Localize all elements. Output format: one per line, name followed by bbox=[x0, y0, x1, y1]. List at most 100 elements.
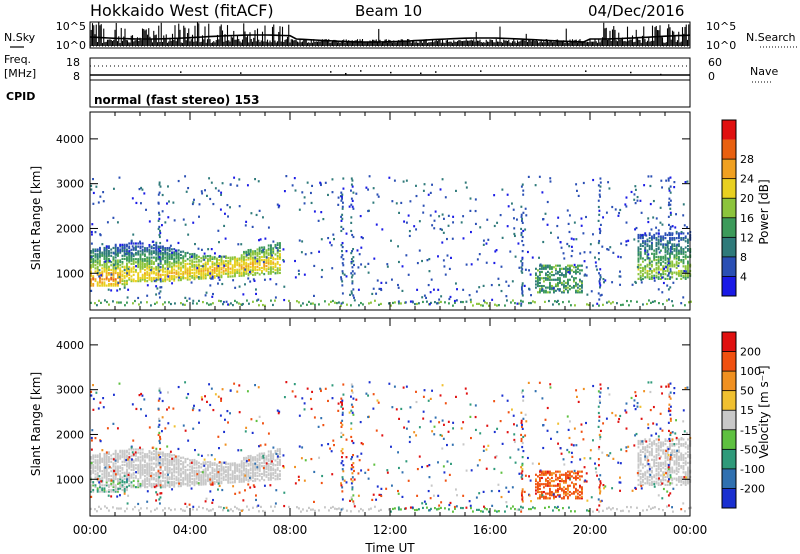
power-cell bbox=[644, 252, 647, 255]
power-cell bbox=[207, 258, 209, 261]
velocity-cell bbox=[182, 456, 185, 459]
power-cell bbox=[557, 272, 559, 275]
power-cell bbox=[94, 253, 97, 256]
power-cell bbox=[245, 272, 248, 275]
velocity-cell bbox=[648, 446, 651, 449]
power-cell bbox=[240, 260, 243, 263]
power-cell bbox=[211, 273, 214, 276]
velocity-cell bbox=[189, 484, 191, 487]
velocity-cell bbox=[256, 459, 259, 462]
power-cell bbox=[575, 284, 577, 288]
power-cell bbox=[404, 301, 407, 304]
power-cell bbox=[352, 288, 355, 291]
velocity-cell bbox=[164, 457, 167, 461]
power-cell bbox=[244, 268, 247, 271]
velocity-cell bbox=[126, 471, 128, 474]
power-cell bbox=[101, 264, 104, 267]
velocity-cell bbox=[144, 482, 146, 486]
velocity-cell bbox=[678, 455, 680, 458]
velocity-cell bbox=[153, 484, 155, 487]
velocity-cell bbox=[157, 479, 160, 482]
velocity-cell bbox=[175, 466, 178, 469]
power-cell bbox=[231, 267, 234, 270]
velocity-cell bbox=[648, 452, 651, 455]
power-cell bbox=[549, 288, 551, 291]
velocity-cell bbox=[236, 463, 239, 466]
velocity-cell bbox=[137, 486, 140, 489]
power-cell bbox=[682, 252, 685, 255]
power-cell bbox=[599, 181, 602, 184]
velocity-cell bbox=[274, 464, 277, 467]
power-cell bbox=[575, 269, 577, 272]
power-cell bbox=[146, 261, 149, 264]
power-cell bbox=[642, 237, 644, 240]
power-cell bbox=[99, 246, 101, 250]
velocity-cell bbox=[137, 456, 140, 459]
velocity-cell bbox=[660, 469, 662, 472]
velocity-cell bbox=[669, 477, 671, 480]
power-cell bbox=[509, 250, 512, 253]
velocity-cell bbox=[153, 467, 155, 470]
velocity-cell bbox=[195, 461, 198, 465]
power-cell bbox=[311, 184, 314, 188]
power-cell bbox=[141, 258, 144, 261]
velocity-cell bbox=[274, 475, 277, 478]
power-cell bbox=[551, 288, 553, 291]
power-cell bbox=[620, 242, 623, 245]
velocity-cell bbox=[258, 466, 261, 469]
power-cell bbox=[576, 189, 578, 192]
power-cell bbox=[267, 272, 270, 275]
power-cell bbox=[407, 214, 410, 217]
power-cell bbox=[487, 238, 490, 241]
velocity-cell bbox=[186, 468, 189, 471]
power-cell bbox=[193, 268, 196, 271]
velocity-cell bbox=[126, 465, 128, 468]
power-cell bbox=[98, 299, 100, 302]
velocity-cell bbox=[651, 471, 653, 474]
power-cell bbox=[182, 261, 185, 264]
power-cell bbox=[153, 261, 155, 264]
power-cell bbox=[99, 251, 101, 254]
velocity-cell bbox=[141, 454, 144, 457]
velocity-cell bbox=[653, 475, 656, 479]
power-cell bbox=[569, 284, 571, 288]
power-cell bbox=[668, 272, 670, 275]
power-cell bbox=[642, 260, 644, 263]
velocity-cell bbox=[171, 460, 173, 463]
power-cell bbox=[678, 269, 680, 273]
power-cell bbox=[279, 271, 281, 275]
velocity-cell bbox=[193, 463, 196, 466]
power-cell bbox=[159, 253, 162, 256]
power-cell bbox=[275, 246, 278, 249]
velocity-cell bbox=[258, 458, 261, 462]
velocity-cell bbox=[270, 476, 272, 480]
velocity-cell bbox=[225, 461, 227, 464]
power-cell bbox=[469, 209, 472, 212]
power-cell bbox=[653, 252, 656, 255]
velocity-cell bbox=[137, 448, 140, 451]
power-cell bbox=[666, 244, 669, 248]
power-cell bbox=[684, 265, 687, 268]
velocity-cell bbox=[144, 453, 146, 456]
velocity-cell bbox=[105, 456, 108, 459]
power-cell bbox=[139, 253, 142, 256]
velocity-cell bbox=[182, 461, 185, 464]
power-cell bbox=[581, 284, 583, 288]
power-cell bbox=[666, 249, 669, 252]
velocity-cell bbox=[642, 446, 644, 449]
power-cell bbox=[678, 237, 680, 240]
power-cell bbox=[320, 211, 323, 214]
velocity-cell bbox=[180, 484, 182, 488]
power-cell bbox=[105, 250, 108, 253]
power-cell bbox=[123, 276, 126, 279]
velocity-cell bbox=[164, 476, 167, 479]
power-cell bbox=[246, 184, 249, 187]
velocity-cell bbox=[678, 449, 680, 452]
power-cell bbox=[665, 243, 668, 247]
power-cell bbox=[657, 257, 660, 260]
power-cell bbox=[577, 267, 579, 270]
velocity-cell bbox=[186, 457, 189, 461]
velocity-cell bbox=[114, 484, 117, 487]
velocity-cell bbox=[105, 466, 108, 470]
velocity-cell bbox=[639, 469, 642, 472]
